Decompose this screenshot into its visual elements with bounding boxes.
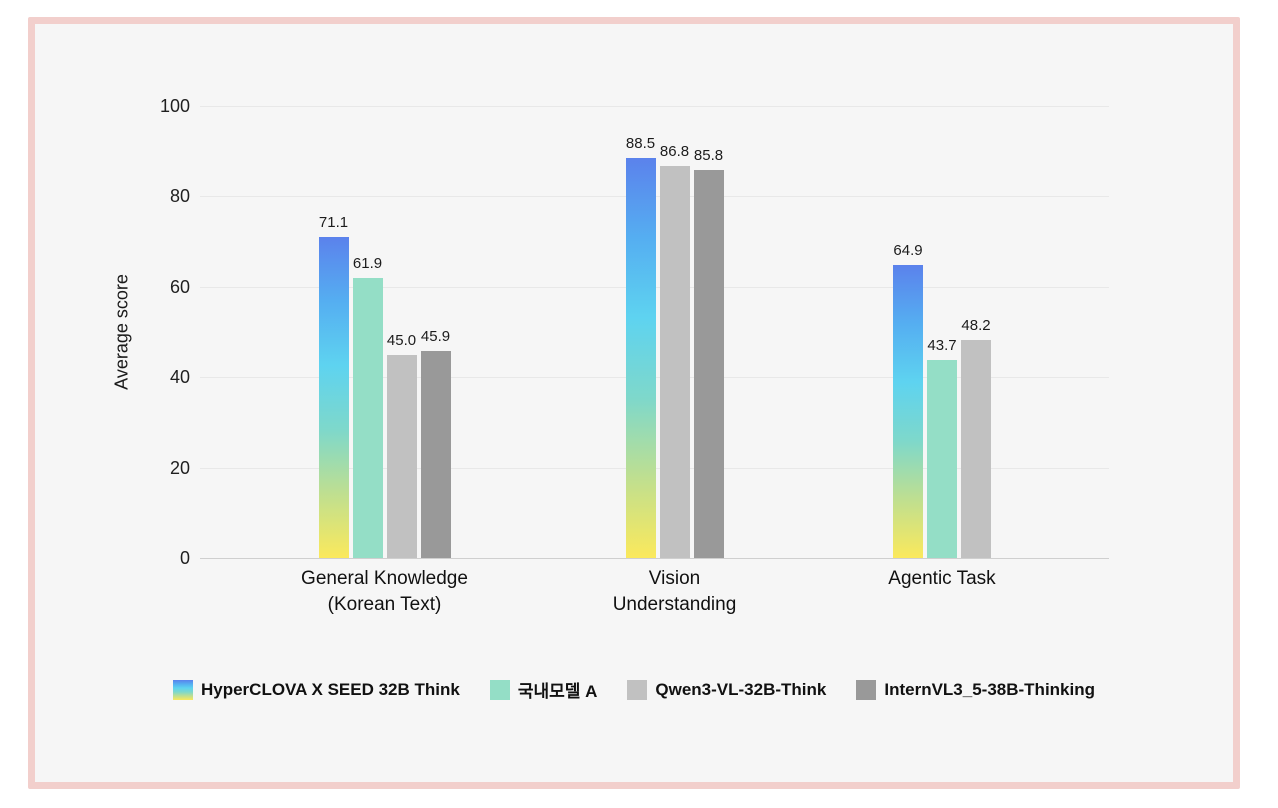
bar-slot: 71.1 bbox=[318, 213, 349, 558]
x-category-line: (Korean Text) bbox=[327, 594, 442, 615]
x-axis-line bbox=[200, 558, 1109, 559]
bar-series0-cat0 bbox=[318, 236, 349, 558]
legend-swatch bbox=[856, 679, 877, 700]
legend-label: 국내모델 A bbox=[517, 682, 598, 701]
value-label: 45.9 bbox=[420, 327, 451, 345]
bar-slot: 43.7 bbox=[927, 337, 957, 558]
y-tick-label: 20 bbox=[169, 457, 190, 478]
legend-item-2: Qwen3-VL-32B-Think bbox=[627, 679, 827, 700]
legend-item-1: 국내모델 A bbox=[489, 677, 598, 702]
bar-slot: 61.9 bbox=[352, 255, 383, 558]
bar-slot: 48.2 bbox=[961, 317, 991, 558]
bar-series3-cat1 bbox=[693, 170, 724, 558]
value-label: 71.1 bbox=[318, 213, 349, 231]
y-tick-label: 60 bbox=[169, 276, 190, 297]
bar-series2-cat1 bbox=[659, 165, 690, 558]
bar-slot: 45.9 bbox=[420, 327, 451, 558]
legend-swatch bbox=[172, 679, 193, 700]
bar-series2-cat0 bbox=[386, 354, 417, 558]
bar-group-2: 64.9 43.7 48.2 bbox=[893, 242, 991, 558]
bar-series0-cat1 bbox=[625, 157, 656, 558]
value-label: 86.8 bbox=[659, 142, 690, 160]
y-tick-label: 0 bbox=[179, 548, 190, 568]
gridline-100 bbox=[200, 106, 1109, 107]
bar-slot: 45.0 bbox=[386, 331, 417, 558]
bar-group-1: 88.5 86.8 85.8 bbox=[625, 134, 724, 558]
y-tick-label: 100 bbox=[159, 96, 190, 116]
x-category-label: Agentic Task bbox=[888, 566, 995, 592]
value-label: 85.8 bbox=[693, 147, 724, 165]
value-label: 43.7 bbox=[927, 337, 957, 355]
y-tick-label: 80 bbox=[169, 186, 190, 207]
legend-label: HyperCLOVA X SEED 32B Think bbox=[200, 679, 460, 699]
chart-legend: HyperCLOVA X SEED 32B Think 국내모델 A Qwen3-V… bbox=[35, 677, 1233, 702]
bar-series1-cat0 bbox=[352, 278, 383, 558]
bar-group-0: 71.1 61.9 45.0 45.9 bbox=[318, 213, 451, 558]
bar-slot: 86.8 bbox=[659, 142, 690, 558]
value-label: 88.5 bbox=[625, 134, 656, 152]
value-label: 45.0 bbox=[386, 331, 417, 349]
legend-label: InternVL3_5-38B-Thinking bbox=[884, 679, 1095, 699]
legend-item-3: InternVL3_5-38B-Thinking bbox=[856, 679, 1095, 700]
value-label: 64.9 bbox=[893, 241, 923, 259]
x-category-line: Agentic Task bbox=[888, 568, 996, 589]
bar-slot: 64.9 bbox=[893, 242, 923, 558]
x-category-line: Understanding bbox=[612, 594, 737, 615]
y-tick-label: 40 bbox=[169, 367, 190, 388]
bar-slot: 85.8 bbox=[693, 147, 724, 558]
bar-series3-cat0 bbox=[420, 350, 451, 558]
value-label: 48.2 bbox=[961, 317, 991, 335]
x-category-label: General Knowledge (Korean Text) bbox=[301, 566, 468, 618]
legend-swatch bbox=[489, 679, 510, 700]
legend-swatch bbox=[627, 679, 648, 700]
bar-slot: 88.5 bbox=[625, 134, 656, 558]
x-category-line: Vision bbox=[648, 568, 701, 589]
bar-series0-cat2 bbox=[893, 264, 923, 558]
value-label: 61.9 bbox=[352, 255, 383, 273]
legend-item-0: HyperCLOVA X SEED 32B Think bbox=[172, 679, 460, 700]
x-category-line: General Knowledge bbox=[301, 568, 468, 589]
legend-label: Qwen3-VL-32B-Think bbox=[655, 679, 827, 699]
x-category-label: Vision Understanding bbox=[613, 566, 737, 618]
bar-series1-cat2 bbox=[927, 360, 957, 558]
bar-series2-cat2 bbox=[961, 340, 991, 558]
